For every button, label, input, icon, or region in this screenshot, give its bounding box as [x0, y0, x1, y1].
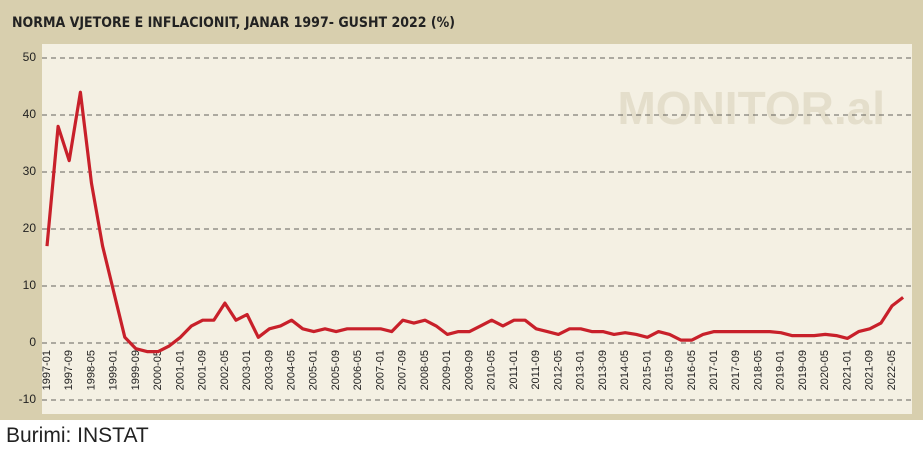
- x-tick-label: 1999-01: [108, 350, 120, 390]
- x-tick-label: 2015-09: [664, 350, 676, 390]
- x-tick-label: 1997-01: [41, 350, 53, 390]
- y-tick-label: 50: [23, 50, 37, 64]
- x-tick-label: 2004-05: [286, 350, 298, 390]
- x-tick-label: 2009-09: [463, 350, 475, 390]
- watermark: MONITOR.al: [617, 82, 885, 134]
- x-tick-label: 2002-05: [219, 350, 231, 390]
- y-tick-label: -10: [19, 392, 37, 406]
- x-tick-label: 1998-05: [85, 350, 97, 390]
- x-tick-label: 2013-09: [597, 350, 609, 390]
- x-tick-label: 2017-09: [730, 350, 742, 390]
- y-tick-label: 30: [23, 164, 37, 178]
- x-tick-label: 2000-05: [152, 350, 164, 390]
- x-tick-label: 2007-09: [397, 350, 409, 390]
- x-tick-label: 1997-09: [63, 350, 75, 390]
- x-tick-label: 2020-05: [819, 350, 831, 390]
- x-tick-label: 2007-01: [374, 350, 386, 390]
- x-tick-label: 2016-05: [686, 350, 698, 390]
- x-tick-label: 2015-01: [641, 350, 653, 390]
- x-tick-label: 2017-01: [708, 350, 720, 390]
- x-tick-label: 2022-05: [886, 350, 898, 390]
- x-tick-label: 2019-09: [797, 350, 809, 390]
- x-tick-label: 2014-05: [619, 350, 631, 390]
- x-tick-label: 2011-09: [530, 350, 542, 390]
- y-tick-label: 40: [23, 107, 37, 121]
- x-tick-label: 2003-01: [241, 350, 253, 390]
- x-tick-label: 2001-01: [174, 350, 186, 390]
- x-tick-label: 2013-01: [575, 350, 587, 390]
- x-tick-label: 2021-01: [841, 350, 853, 390]
- y-tick-label: 20: [23, 221, 37, 235]
- chart: NORMA VJETORE E INFLACIONIT, JANAR 1997-…: [0, 0, 923, 420]
- x-tick-label: 2018-05: [752, 350, 764, 390]
- x-tick-label: 2012-05: [552, 350, 564, 390]
- y-tick-label: 0: [29, 335, 36, 349]
- x-tick-label: 1999-09: [130, 350, 142, 390]
- x-tick-label: 2019-01: [775, 350, 787, 390]
- x-tick-label: 2008-05: [419, 350, 431, 390]
- x-tick-label: 2011-01: [508, 350, 520, 390]
- chart-title: NORMA VJETORE E INFLACIONIT, JANAR 1997-…: [12, 15, 455, 31]
- x-tick-label: 2005-09: [330, 350, 342, 390]
- x-tick-label: 2009-01: [441, 350, 453, 390]
- x-tick-label: 2021-09: [864, 350, 876, 390]
- line: [45, 90, 905, 354]
- x-tick-label: 2005-01: [308, 350, 320, 390]
- y-tick-label: 10: [23, 278, 37, 292]
- source: Burimi: INSTAT: [6, 424, 149, 447]
- x-tick-label: 2010-05: [486, 350, 498, 390]
- x-tick-label: 2006-05: [352, 350, 364, 390]
- x-tick-label: 2001-09: [197, 350, 209, 390]
- x-tick-label: 2003-09: [263, 350, 275, 390]
